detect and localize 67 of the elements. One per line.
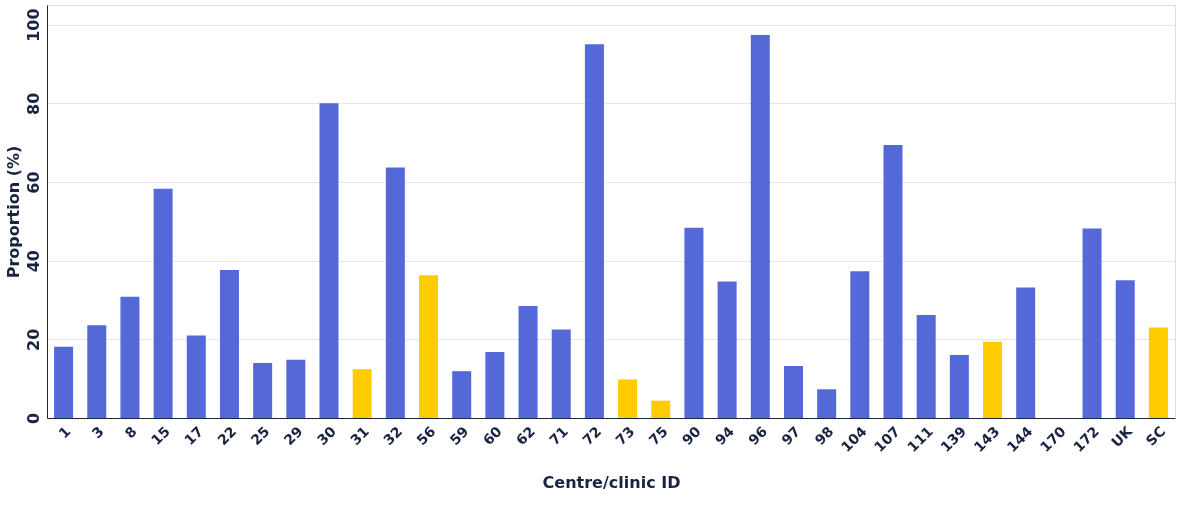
x-tick-label: 8	[121, 423, 140, 442]
bar	[983, 341, 1003, 418]
bar	[1148, 327, 1168, 418]
bar	[385, 167, 405, 418]
bar	[419, 275, 439, 418]
x-tick-label: 59	[446, 423, 472, 449]
bar	[783, 366, 803, 418]
bar	[1115, 280, 1135, 418]
x-tick-label: 71	[546, 423, 572, 449]
x-tick-label: 97	[778, 423, 804, 449]
bar	[651, 400, 671, 418]
bar	[1016, 287, 1036, 418]
bar	[750, 34, 770, 418]
y-tick-label: 20	[23, 328, 43, 351]
x-tick-label: 72	[579, 423, 605, 449]
bar	[153, 188, 173, 418]
y-tick-label: 60	[23, 171, 43, 194]
bar	[949, 355, 969, 418]
bar	[54, 346, 74, 418]
x-tick-label: SC	[1142, 423, 1169, 449]
bar	[120, 296, 140, 418]
x-tick-label: 62	[512, 423, 538, 449]
bar	[850, 271, 870, 418]
x-tick-label: 94	[711, 422, 738, 449]
x-tick-label: 60	[479, 422, 505, 449]
x-tick-label: 73	[612, 423, 638, 449]
bar	[684, 227, 704, 418]
x-tick-label: 17	[181, 423, 207, 449]
bar	[286, 359, 306, 418]
y-tick-label: 80	[23, 92, 43, 115]
x-tick-label: UK	[1108, 422, 1136, 451]
x-tick-label: 22	[214, 423, 240, 449]
y-tick-label: 40	[23, 250, 43, 273]
x-tick-label: 32	[380, 423, 406, 449]
bar	[518, 305, 538, 418]
x-tick-label: 31	[346, 423, 373, 449]
x-tick-label: 15	[147, 423, 174, 449]
x-tick-label: 90	[678, 422, 705, 449]
x-tick-label: 56	[413, 423, 439, 449]
bar	[87, 325, 107, 418]
x-tick-label: 3	[88, 423, 107, 442]
y-tick-label: 100	[23, 8, 43, 42]
bar	[186, 335, 206, 418]
x-tick-label: 30	[313, 422, 340, 449]
x-tick-label: 96	[745, 423, 771, 449]
bar	[584, 44, 604, 418]
bar	[319, 103, 339, 418]
bar	[717, 281, 737, 418]
bar	[452, 371, 472, 418]
bar	[485, 351, 505, 418]
x-axis-title: Centre/clinic ID	[542, 473, 681, 493]
x-tick-label: 75	[645, 423, 671, 449]
bar	[618, 379, 638, 418]
y-axis-title: Proportion (%)	[3, 145, 23, 279]
bar	[219, 270, 239, 418]
bar	[352, 369, 372, 418]
bar	[1082, 228, 1102, 418]
bar	[253, 362, 273, 418]
bar	[817, 389, 837, 418]
x-tick-label: 98	[811, 423, 837, 449]
bar	[883, 145, 903, 418]
bar	[916, 314, 936, 418]
bar	[551, 329, 571, 418]
x-tick-label: 25	[247, 423, 273, 449]
x-tick-label: 29	[280, 423, 306, 449]
x-tick-label: 1	[55, 423, 74, 442]
y-tick-label: 0	[23, 412, 43, 425]
